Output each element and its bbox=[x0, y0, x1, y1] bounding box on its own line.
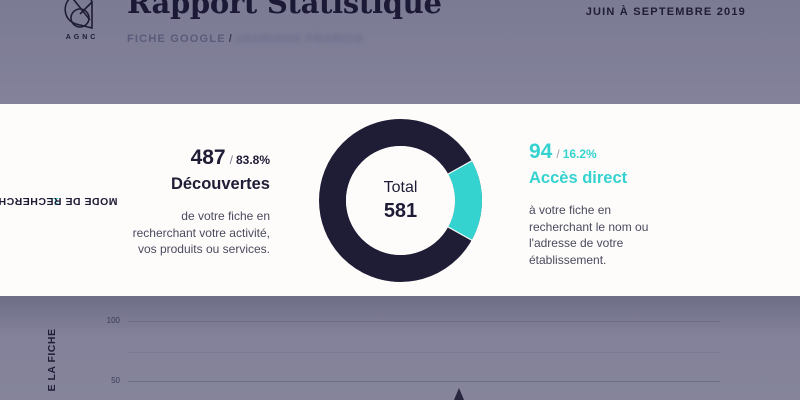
direct-label: Accès direct bbox=[529, 169, 628, 187]
discoveries-percent: 83.8% bbox=[235, 153, 270, 167]
discoveries-label: Découvertes bbox=[170, 175, 270, 193]
direct-percent: 16.2% bbox=[562, 147, 597, 161]
agnc-logo: AGNC bbox=[52, 0, 112, 60]
direct-value: 94 bbox=[529, 140, 553, 163]
description-line: recherchant le nom ou bbox=[529, 219, 649, 234]
subtitle-separator: / bbox=[228, 33, 234, 45]
discoveries-value: 487 bbox=[190, 146, 226, 169]
views-chart-section bbox=[0, 296, 800, 400]
y-tick-50: 50 bbox=[111, 376, 120, 385]
direct-separator: / bbox=[556, 147, 560, 161]
discoveries-description: de votre fiche en recherchant votre acti… bbox=[133, 208, 270, 258]
donut-center: Total 581 bbox=[319, 119, 482, 282]
description-line: de votre fiche en bbox=[181, 209, 270, 223]
description-line: recherchant votre activité, bbox=[132, 225, 270, 240]
subtitle-client-name: JAUNIAUX FRANCIS bbox=[236, 33, 364, 45]
description-line: l'adresse de votre bbox=[529, 236, 624, 250]
gridline-75 bbox=[128, 352, 720, 353]
y-tick-100: 100 bbox=[106, 316, 120, 325]
gridline-50 bbox=[128, 381, 720, 382]
search-mode-donut-chart: Total 581 bbox=[319, 119, 482, 282]
gridline-100 bbox=[128, 321, 720, 322]
page-title: Rapport Statistique bbox=[127, 0, 442, 20]
donut-svg bbox=[319, 119, 482, 282]
logo-monogram-icon bbox=[64, 0, 93, 30]
discoveries-separator: / bbox=[229, 153, 233, 167]
donut-total-label: Total bbox=[383, 178, 418, 196]
description-line: vos produits ou services. bbox=[137, 242, 270, 256]
discoveries-stat: 487/83.8% Découvertes de votre fiche en … bbox=[133, 146, 270, 258]
description-line: établissement. bbox=[529, 252, 607, 267]
subtitle-prefix: FICHE GOOGLE bbox=[127, 33, 226, 45]
description-line: à votre fiche en bbox=[529, 203, 612, 217]
direct-access-stat: 94/16.2% Accès direct à votre fiche en r… bbox=[529, 140, 648, 268]
donut-segment-direct bbox=[319, 119, 482, 282]
date-range: JUIN À SEPTEMBRE 2019 bbox=[585, 6, 746, 18]
header-area bbox=[0, 0, 800, 104]
page-subtitle: FICHE GOOGLE / JAUNIAUX FRANCIS bbox=[127, 33, 363, 45]
logo-text: AGNC bbox=[65, 34, 99, 41]
donut-total-value: 581 bbox=[383, 199, 418, 222]
direct-description: à votre fiche en recherchant le nom ou l… bbox=[529, 202, 648, 268]
